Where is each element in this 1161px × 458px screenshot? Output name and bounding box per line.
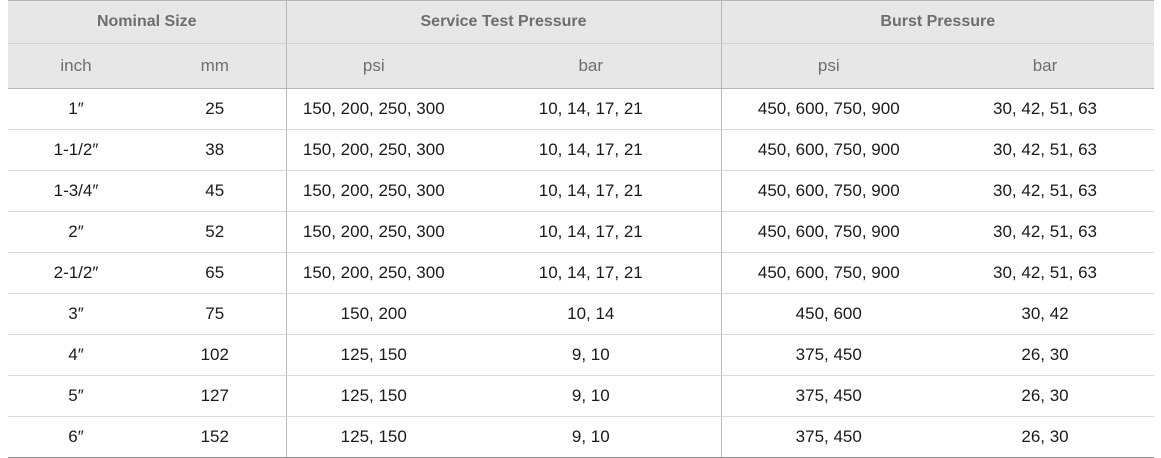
table-body: 1″ 25 150, 200, 250, 300 10, 14, 17, 21 450,… <box>8 88 1155 458</box>
size-inch-cell: 2-1/2″ <box>8 252 144 294</box>
table-row: 1″ 25 150, 200, 250, 300 10, 14, 17, 21 450,… <box>8 88 1155 130</box>
burst-bar-cell: 30, 42, 51, 63 <box>936 211 1155 253</box>
service-psi-cell: 125, 150 <box>285 334 462 376</box>
size-inch-cell: 5″ <box>8 375 144 417</box>
service-psi-cell: 150, 200, 250, 300 <box>285 170 462 212</box>
service-psi-cell: 125, 150 <box>285 416 462 458</box>
size-inch-cell: 4″ <box>8 334 144 376</box>
unit-header-row: inch mm psi bar psi bar <box>8 43 1155 89</box>
service-psi-cell: 150, 200, 250, 300 <box>285 211 462 253</box>
burst-psi-cell: 450, 600, 750, 900 <box>720 129 937 171</box>
size-mm-cell: 127 <box>144 375 287 417</box>
table-row: 5″ 127 125, 150 9, 10 375, 450 26, 30 <box>8 375 1155 417</box>
group-header-row: Nominal Size Service Test Pressure Burst… <box>8 0 1155 44</box>
service-bar-cell: 9, 10 <box>461 416 722 458</box>
service-psi-cell: 150, 200, 250, 300 <box>285 252 462 294</box>
size-mm-cell: 25 <box>144 88 287 130</box>
nominal-size-header: Nominal Size <box>8 0 287 44</box>
table-row: 1-3/4″ 45 150, 200, 250, 300 10, 14, 17, 21… <box>8 170 1155 212</box>
burst-bar-unit-header: bar <box>936 43 1155 89</box>
burst-bar-cell: 30, 42, 51, 63 <box>936 252 1155 294</box>
service-psi-cell: 150, 200 <box>285 293 462 335</box>
size-inch-cell: 3″ <box>8 293 144 335</box>
size-mm-cell: 45 <box>144 170 287 212</box>
burst-pressure-header: Burst Pressure <box>720 0 1155 44</box>
service-bar-unit-header: bar <box>461 43 722 89</box>
table-row: 4″ 102 125, 150 9, 10 375, 450 26, 30 <box>8 334 1155 376</box>
burst-psi-cell: 450, 600 <box>720 293 937 335</box>
size-mm-cell: 65 <box>144 252 287 294</box>
size-inch-cell: 1-1/2″ <box>8 129 144 171</box>
table-row: 1-1/2″ 38 150, 200, 250, 300 10, 14, 17, 21… <box>8 129 1155 171</box>
table-header: Nominal Size Service Test Pressure Burst… <box>8 0 1155 89</box>
service-test-pressure-header: Service Test Pressure <box>285 0 722 44</box>
burst-bar-cell: 30, 42, 51, 63 <box>936 170 1155 212</box>
pressure-rating-table: Nominal Size Service Test Pressure Burst… <box>8 0 1155 458</box>
burst-psi-cell: 450, 600, 750, 900 <box>720 88 937 130</box>
size-mm-cell: 52 <box>144 211 287 253</box>
service-psi-unit-header: psi <box>285 43 462 89</box>
size-inch-cell: 1″ <box>8 88 144 130</box>
table-row: 2″ 52 150, 200, 250, 300 10, 14, 17, 21 450,… <box>8 211 1155 253</box>
service-bar-cell: 10, 14, 17, 21 <box>461 88 722 130</box>
service-bar-cell: 9, 10 <box>461 375 722 417</box>
burst-psi-cell: 450, 600, 750, 900 <box>720 252 937 294</box>
burst-bar-cell: 30, 42, 51, 63 <box>936 129 1155 171</box>
table-row: 6″ 152 125, 150 9, 10 375, 450 26, 30 <box>8 416 1155 458</box>
burst-bar-cell: 30, 42 <box>936 293 1155 335</box>
pressure-table-container: Nominal Size Service Test Pressure Burst… <box>8 0 1155 458</box>
mm-unit-header: mm <box>144 43 287 89</box>
size-mm-cell: 152 <box>144 416 287 458</box>
service-psi-cell: 125, 150 <box>285 375 462 417</box>
service-bar-cell: 10, 14 <box>461 293 722 335</box>
size-inch-cell: 2″ <box>8 211 144 253</box>
service-bar-cell: 10, 14, 17, 21 <box>461 129 722 171</box>
service-bar-cell: 10, 14, 17, 21 <box>461 211 722 253</box>
burst-bar-cell: 30, 42, 51, 63 <box>936 88 1155 130</box>
table-row: 2-1/2″ 65 150, 200, 250, 300 10, 14, 17, 21… <box>8 252 1155 294</box>
size-mm-cell: 102 <box>144 334 287 376</box>
burst-psi-cell: 450, 600, 750, 900 <box>720 211 937 253</box>
burst-psi-cell: 450, 600, 750, 900 <box>720 170 937 212</box>
burst-bar-cell: 26, 30 <box>936 416 1155 458</box>
service-psi-cell: 150, 200, 250, 300 <box>285 88 462 130</box>
service-bar-cell: 10, 14, 17, 21 <box>461 170 722 212</box>
size-inch-cell: 1-3/4″ <box>8 170 144 212</box>
service-bar-cell: 10, 14, 17, 21 <box>461 252 722 294</box>
size-mm-cell: 75 <box>144 293 287 335</box>
burst-bar-cell: 26, 30 <box>936 334 1155 376</box>
burst-psi-unit-header: psi <box>720 43 937 89</box>
table-row: 3″ 75 150, 200 10, 14 450, 600 30, 42 <box>8 293 1155 335</box>
burst-bar-cell: 26, 30 <box>936 375 1155 417</box>
burst-psi-cell: 375, 450 <box>720 375 937 417</box>
service-bar-cell: 9, 10 <box>461 334 722 376</box>
burst-psi-cell: 375, 450 <box>720 334 937 376</box>
inch-unit-header: inch <box>8 43 144 89</box>
size-mm-cell: 38 <box>144 129 287 171</box>
size-inch-cell: 6″ <box>8 416 144 458</box>
burst-psi-cell: 375, 450 <box>720 416 937 458</box>
service-psi-cell: 150, 200, 250, 300 <box>285 129 462 171</box>
